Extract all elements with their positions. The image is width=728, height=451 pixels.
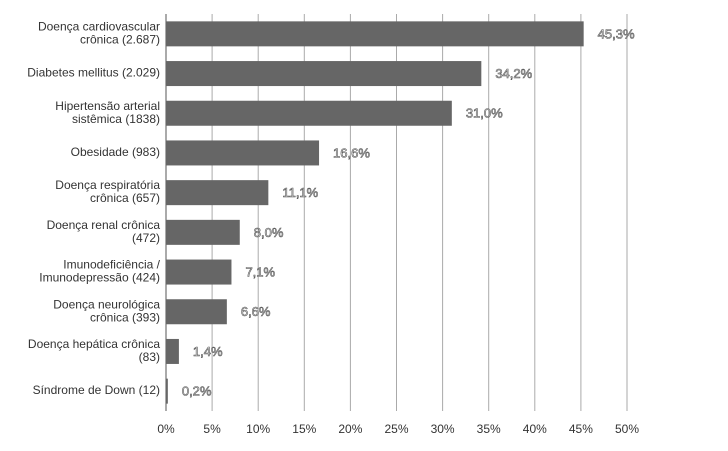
y-tick-label-line: Doença renal crônica <box>47 218 161 232</box>
y-tick-label-line: Diabetes mellitus (2.029) <box>27 66 160 80</box>
x-tick-label: 50% <box>615 422 639 436</box>
y-tick-label-line: Imunodepressão (424) <box>39 271 160 285</box>
y-tick-label: Doença cardiovascular crônica (2.687) <box>38 20 160 47</box>
y-tick-label-line: (83) <box>139 350 160 364</box>
x-tick-label: 25% <box>384 422 408 436</box>
y-tick-label-line: Doença cardiovascular <box>38 20 160 34</box>
value-label: 7,1% <box>245 264 275 279</box>
bar <box>166 21 584 47</box>
value-label: 31,0% <box>466 106 503 121</box>
x-tick-label: 20% <box>338 422 362 436</box>
x-tick-label: 15% <box>292 422 316 436</box>
y-tick-label-line: Síndrome de Down (12) <box>33 383 160 397</box>
y-tick-label: Doença neurológica crônica (393) <box>53 297 160 324</box>
y-tick-label: Doença hepática crônica (83) <box>28 337 160 364</box>
y-tick-label-line: (472) <box>132 231 160 245</box>
y-tick-label: Hipertensão arterial sistêmica (1838) <box>55 99 160 126</box>
x-tick-label: 40% <box>523 422 547 436</box>
bar <box>166 180 269 206</box>
bar <box>166 378 168 404</box>
y-tick-label-line: Imunodeficiência / <box>63 258 160 272</box>
value-label: 11,1% <box>282 185 318 200</box>
value-label: 8,0% <box>254 225 284 240</box>
x-tick-label: 45% <box>569 422 593 436</box>
x-tick-label: 0% <box>157 422 175 436</box>
y-tick-label-line: crônica (2.687) <box>80 33 160 47</box>
value-label: 6,6% <box>241 304 271 319</box>
y-tick-label: Imunodeficiência / Imunodepressão (424) <box>39 258 160 285</box>
value-label: 1,4% <box>193 344 223 359</box>
value-label: 34,2% <box>495 66 532 81</box>
y-tick-label: Obesidade (983) <box>71 145 160 159</box>
bar <box>166 100 452 126</box>
y-tick-label-line: crônica (657) <box>90 191 160 205</box>
value-label: 16,6% <box>333 145 370 160</box>
y-tick-label: Doença renal crônica (472) <box>47 218 161 245</box>
bar <box>166 338 179 364</box>
y-tick-label-line: crônica (393) <box>90 310 160 324</box>
value-label: 0,2% <box>182 384 212 399</box>
y-tick-label: Síndrome de Down (12) <box>33 383 160 397</box>
x-tick-label: 5% <box>203 422 221 436</box>
y-tick-label: Diabetes mellitus (2.029) <box>27 66 160 80</box>
y-tick-label-line: Doença respiratória <box>55 178 160 192</box>
y-tick-label-line: sistêmica (1838) <box>72 112 160 126</box>
bar <box>166 299 227 325</box>
x-tick-label: 10% <box>246 422 270 436</box>
y-tick-label-line: Doença hepática crônica <box>28 337 160 351</box>
y-tick-label: Doença respiratória crônica (657) <box>55 178 160 205</box>
y-tick-label-line: Doença neurológica <box>53 297 160 311</box>
y-tick-label-line: Obesidade (983) <box>71 145 160 159</box>
y-tick-label-line: Hipertensão arterial <box>55 99 160 113</box>
bar <box>166 140 320 166</box>
value-label: 45,3% <box>598 26 635 41</box>
bar <box>166 61 482 87</box>
x-tick-label: 35% <box>477 422 501 436</box>
bar <box>166 259 232 285</box>
bar <box>166 219 240 245</box>
x-tick-label: 30% <box>431 422 455 436</box>
